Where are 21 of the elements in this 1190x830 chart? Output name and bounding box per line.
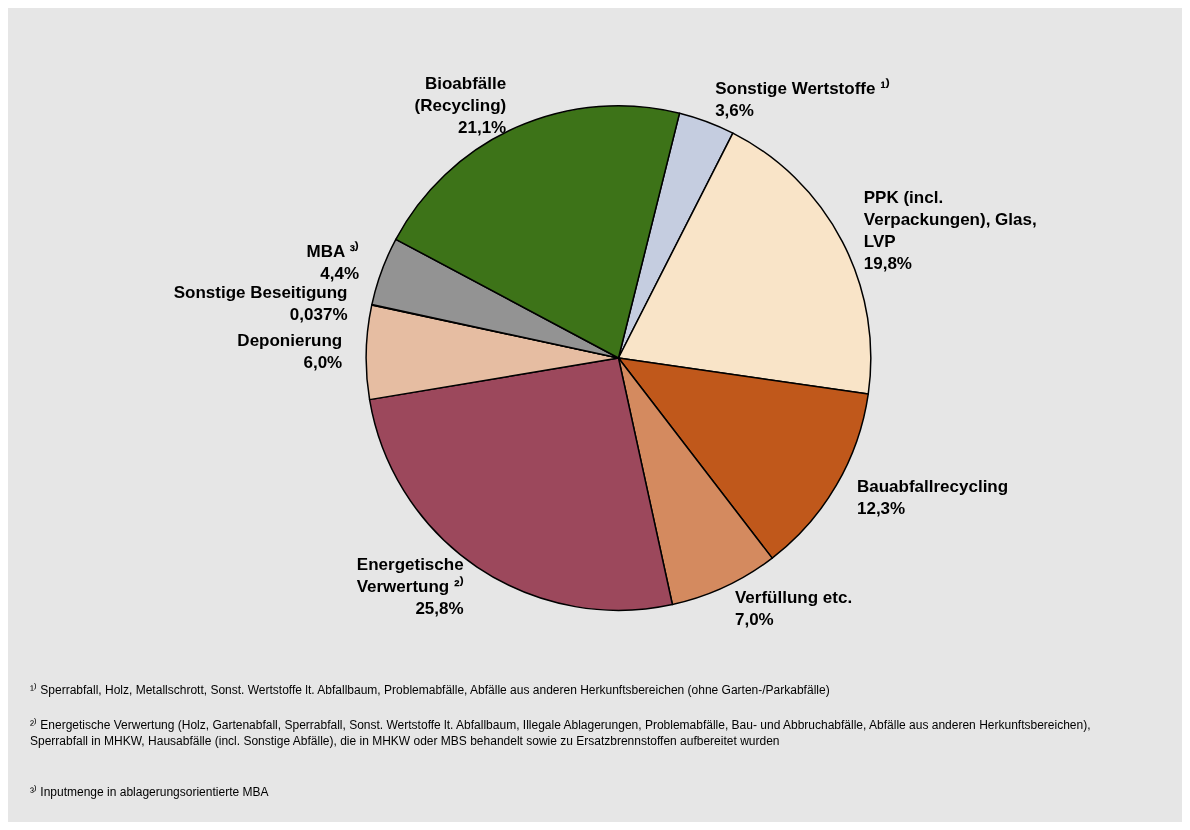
data-label: 7,0% [734,610,774,630]
slice-label: Bauabfallrecycling [856,477,1009,497]
data-label: 0,037% [289,305,348,325]
slice-label: Sonstige Beseitigung [173,283,348,303]
data-label: 19,8% [863,254,912,274]
slice-label: Deponierung [237,331,343,351]
slice-label: Verfüllung etc. [734,588,853,608]
slice-label: Bioabfälle (Recycling) [414,74,507,115]
data-label: 21,1% [458,118,507,137]
slice-label: PPK (incl. Verpackungen), Glas, LVP [863,188,1037,252]
data-label: 3,6% [715,100,754,120]
text: ¹⁾ Sperrabfall, Holz, Metallschrott, Sonst. Wertstoffe lt. Abfallbaum, Problemabfälle, Abfälle aus anderen Herkunftsbereichen (ohne Garten-/Parkabfälle) [30,683,830,697]
data-label: 4,4% [320,264,360,284]
slice-label: MBA ³⁾ [306,241,360,262]
text: ²⁾ Energetische Verwertung (Holz, Gartenabfall, Sperrabfall, Sonst. Wertstoffe lt. Abfallbaum, Illegale Ablagerungen, Problemabfälle, Bau- und Abbruchabfälle, Abfälle aus anderen Herkunftsbereichen), Sperrabfall in MHKW, Hausabfälle (incl. Sonstige Abfälle), die in MHKW oder MBS behandelt sowie zu Ersatzbrennstoffen aufbereitet wurden [30,718,1094,748]
slice-label: Sonstige Wertstoffe ¹⁾ [715,77,890,98]
data-label: 25,8% [415,599,464,619]
data-label: 12,3% [856,499,906,519]
text: ³⁾ Inputmenge in ablagerungsorientierte MBA [30,785,269,799]
data-label: 6,0% [303,353,343,373]
slice-label: Energetische Verwertung ²⁾ [356,555,464,597]
